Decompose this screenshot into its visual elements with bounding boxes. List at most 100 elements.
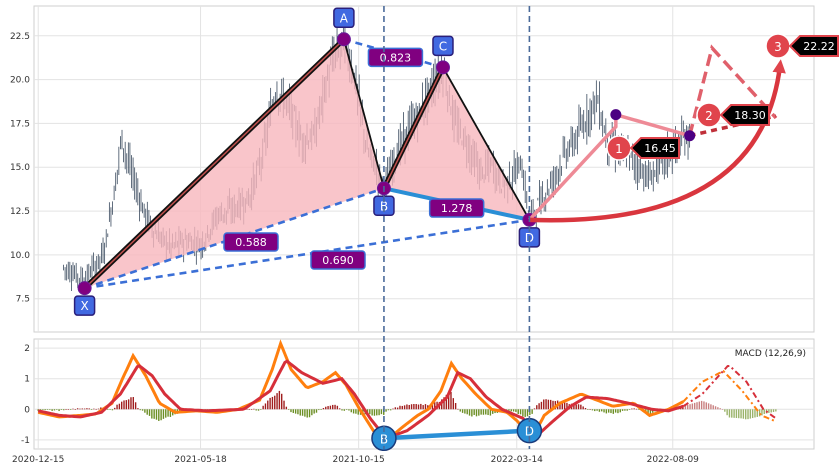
macd-histogram-bar xyxy=(601,409,603,412)
price-y-tick-label: 10.0 xyxy=(10,251,30,261)
macd-histogram-bar xyxy=(137,408,139,410)
macd-histogram-bar-projected xyxy=(707,403,710,410)
macd-histogram-bar xyxy=(167,409,169,417)
macd-line xyxy=(37,339,684,445)
macd-histogram-bar xyxy=(114,407,116,410)
macd-histogram-bar xyxy=(566,402,568,410)
macd-histogram-bar xyxy=(255,409,257,411)
pattern-impulse-leg-core xyxy=(383,67,444,189)
pattern-point-label: X xyxy=(80,299,88,313)
macd-histogram-bar xyxy=(109,409,111,410)
macd-histogram-bar xyxy=(559,401,561,410)
macd-histogram-bar xyxy=(297,409,299,415)
ratio-label-box xyxy=(310,250,366,270)
price-y-tick-label: 7.5 xyxy=(16,295,30,305)
macd-histogram-bar xyxy=(332,404,334,410)
x-tick-label: 2021-10-15 xyxy=(332,455,384,465)
target-value-tag xyxy=(719,104,770,126)
macd-histogram-bar xyxy=(594,409,596,412)
macd-histogram-bar xyxy=(628,409,631,410)
price-y-tick-label: 12.5 xyxy=(10,207,30,217)
macd-histogram-bar xyxy=(158,409,160,421)
macd-histogram-bar xyxy=(139,409,141,411)
macd-histogram-bar xyxy=(517,409,519,414)
macd-histogram-bar xyxy=(649,409,652,414)
macd-histogram-bar xyxy=(281,393,283,410)
macd-histogram-bar xyxy=(376,409,378,416)
projection-swing-marker xyxy=(684,130,696,142)
macd-histogram-bar-projected xyxy=(700,400,703,410)
price-panel: 7.5 10.0 12.5 15.0 17.5 20.0 22.5 0.823 1.278 0.… xyxy=(10,5,839,333)
macd-histogram-bar xyxy=(322,408,325,410)
macd-histogram-bar xyxy=(51,409,53,411)
macd-histogram-bar xyxy=(151,409,153,419)
macd-histogram-bar-projected xyxy=(689,404,691,410)
macd-histogram-bar xyxy=(635,408,638,410)
x-tick-label: 2020-12-15 xyxy=(12,455,64,465)
macd-histogram-bar xyxy=(79,408,81,410)
macd-histogram-bar xyxy=(468,409,471,416)
macd-histogram-bar xyxy=(341,409,343,411)
macd-histogram-bar xyxy=(100,407,102,410)
price-y-tick-label: 22.5 xyxy=(10,32,30,42)
macd-histogram-bar-projected xyxy=(731,409,733,418)
macd-histogram-bar xyxy=(294,409,297,414)
macd-histogram-bar xyxy=(274,395,276,410)
macd-histogram-bar xyxy=(408,404,410,410)
macd-histogram-bar xyxy=(290,409,292,413)
macd-histogram-bar xyxy=(287,409,290,410)
macd-histogram-bar xyxy=(626,409,628,411)
macd-signal-line-projected xyxy=(682,364,777,420)
macd-histogram-bar-projected xyxy=(738,409,740,419)
macd-histogram-bar xyxy=(617,409,619,414)
macd-histogram-bar xyxy=(123,400,125,410)
macd-histogram-bar xyxy=(153,409,155,419)
macd-histogram-bar xyxy=(543,399,545,410)
macd-histogram-bar xyxy=(267,400,269,410)
macd-histogram-bar-projected xyxy=(763,409,765,414)
macd-histogram-bar xyxy=(334,404,336,410)
macd-histogram-bar xyxy=(320,409,322,410)
projection-swing-marker xyxy=(610,109,622,121)
macd-histogram-bar-projected xyxy=(775,409,777,412)
macd-histogram-bar xyxy=(603,409,605,413)
macd-histogram-bar xyxy=(120,401,123,410)
pattern-point-marker xyxy=(435,60,450,75)
pattern-impulse-leg-core xyxy=(84,38,345,289)
macd-histogram-bar xyxy=(529,409,531,416)
macd-histogram-bar xyxy=(589,409,591,410)
macd-histogram-bar xyxy=(336,405,339,410)
macd-histogram-bar xyxy=(492,409,494,414)
macd-histogram-bar xyxy=(299,409,301,416)
macd-histogram-bar xyxy=(148,409,151,416)
macd-histogram-bar xyxy=(371,409,373,416)
macd-histogram-bar-projected xyxy=(710,404,712,410)
macd-histogram-bar-projected xyxy=(770,409,772,413)
macd-histogram-bar xyxy=(146,409,148,415)
macd-histogram-bar xyxy=(587,409,589,410)
projection-dashed-path xyxy=(687,44,778,137)
macd-histogram-bar xyxy=(466,409,468,415)
macd-histogram-bar xyxy=(283,400,285,410)
macd-histogram-bar xyxy=(584,407,587,410)
pattern-triangle-xab xyxy=(84,39,384,289)
price-y-tick-label: 17.5 xyxy=(10,119,30,129)
macd-histogram-bar xyxy=(95,408,97,410)
macd-histogram-bar xyxy=(471,409,473,417)
macd-signal-line xyxy=(37,359,684,441)
macd-histogram-bar-projected xyxy=(758,409,761,417)
macd-histogram-bar-projected xyxy=(772,409,775,412)
macd-histogram-bar xyxy=(88,408,90,410)
pattern-point-label: A xyxy=(340,11,349,25)
macd-histogram-bar xyxy=(380,409,383,415)
macd-histogram-bar xyxy=(454,403,457,410)
x-tick-label: 2022-03-14 xyxy=(491,455,544,465)
macd-histogram-bar xyxy=(531,409,533,414)
macd-histogram-bar xyxy=(46,409,49,410)
macd-histogram-bar xyxy=(482,409,485,415)
macd-histogram-bar xyxy=(132,397,134,410)
pattern-point-marker xyxy=(77,281,92,296)
macd-histogram-bar xyxy=(378,409,380,416)
macd-histogram-bar xyxy=(329,405,332,410)
